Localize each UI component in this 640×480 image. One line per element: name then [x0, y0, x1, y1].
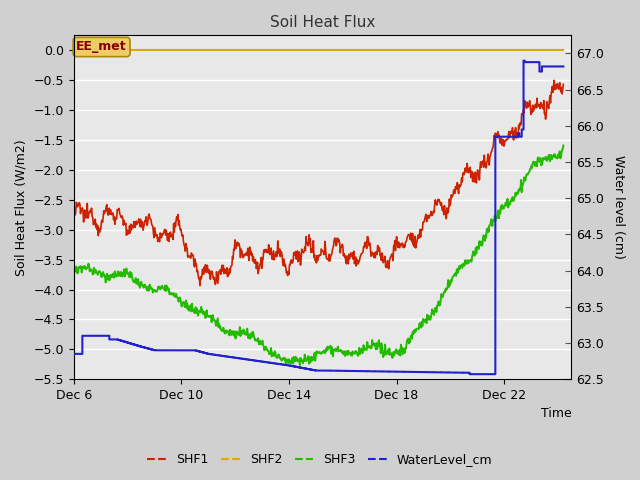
Y-axis label: Water level (cm): Water level (cm): [612, 156, 625, 259]
Title: Soil Heat Flux: Soil Heat Flux: [270, 15, 375, 30]
X-axis label: Time: Time: [541, 407, 572, 420]
Y-axis label: Soil Heat Flux (W/m2): Soil Heat Flux (W/m2): [15, 139, 28, 276]
Text: EE_met: EE_met: [76, 40, 127, 53]
Legend: SHF1, SHF2, SHF3, WaterLevel_cm: SHF1, SHF2, SHF3, WaterLevel_cm: [142, 448, 498, 471]
